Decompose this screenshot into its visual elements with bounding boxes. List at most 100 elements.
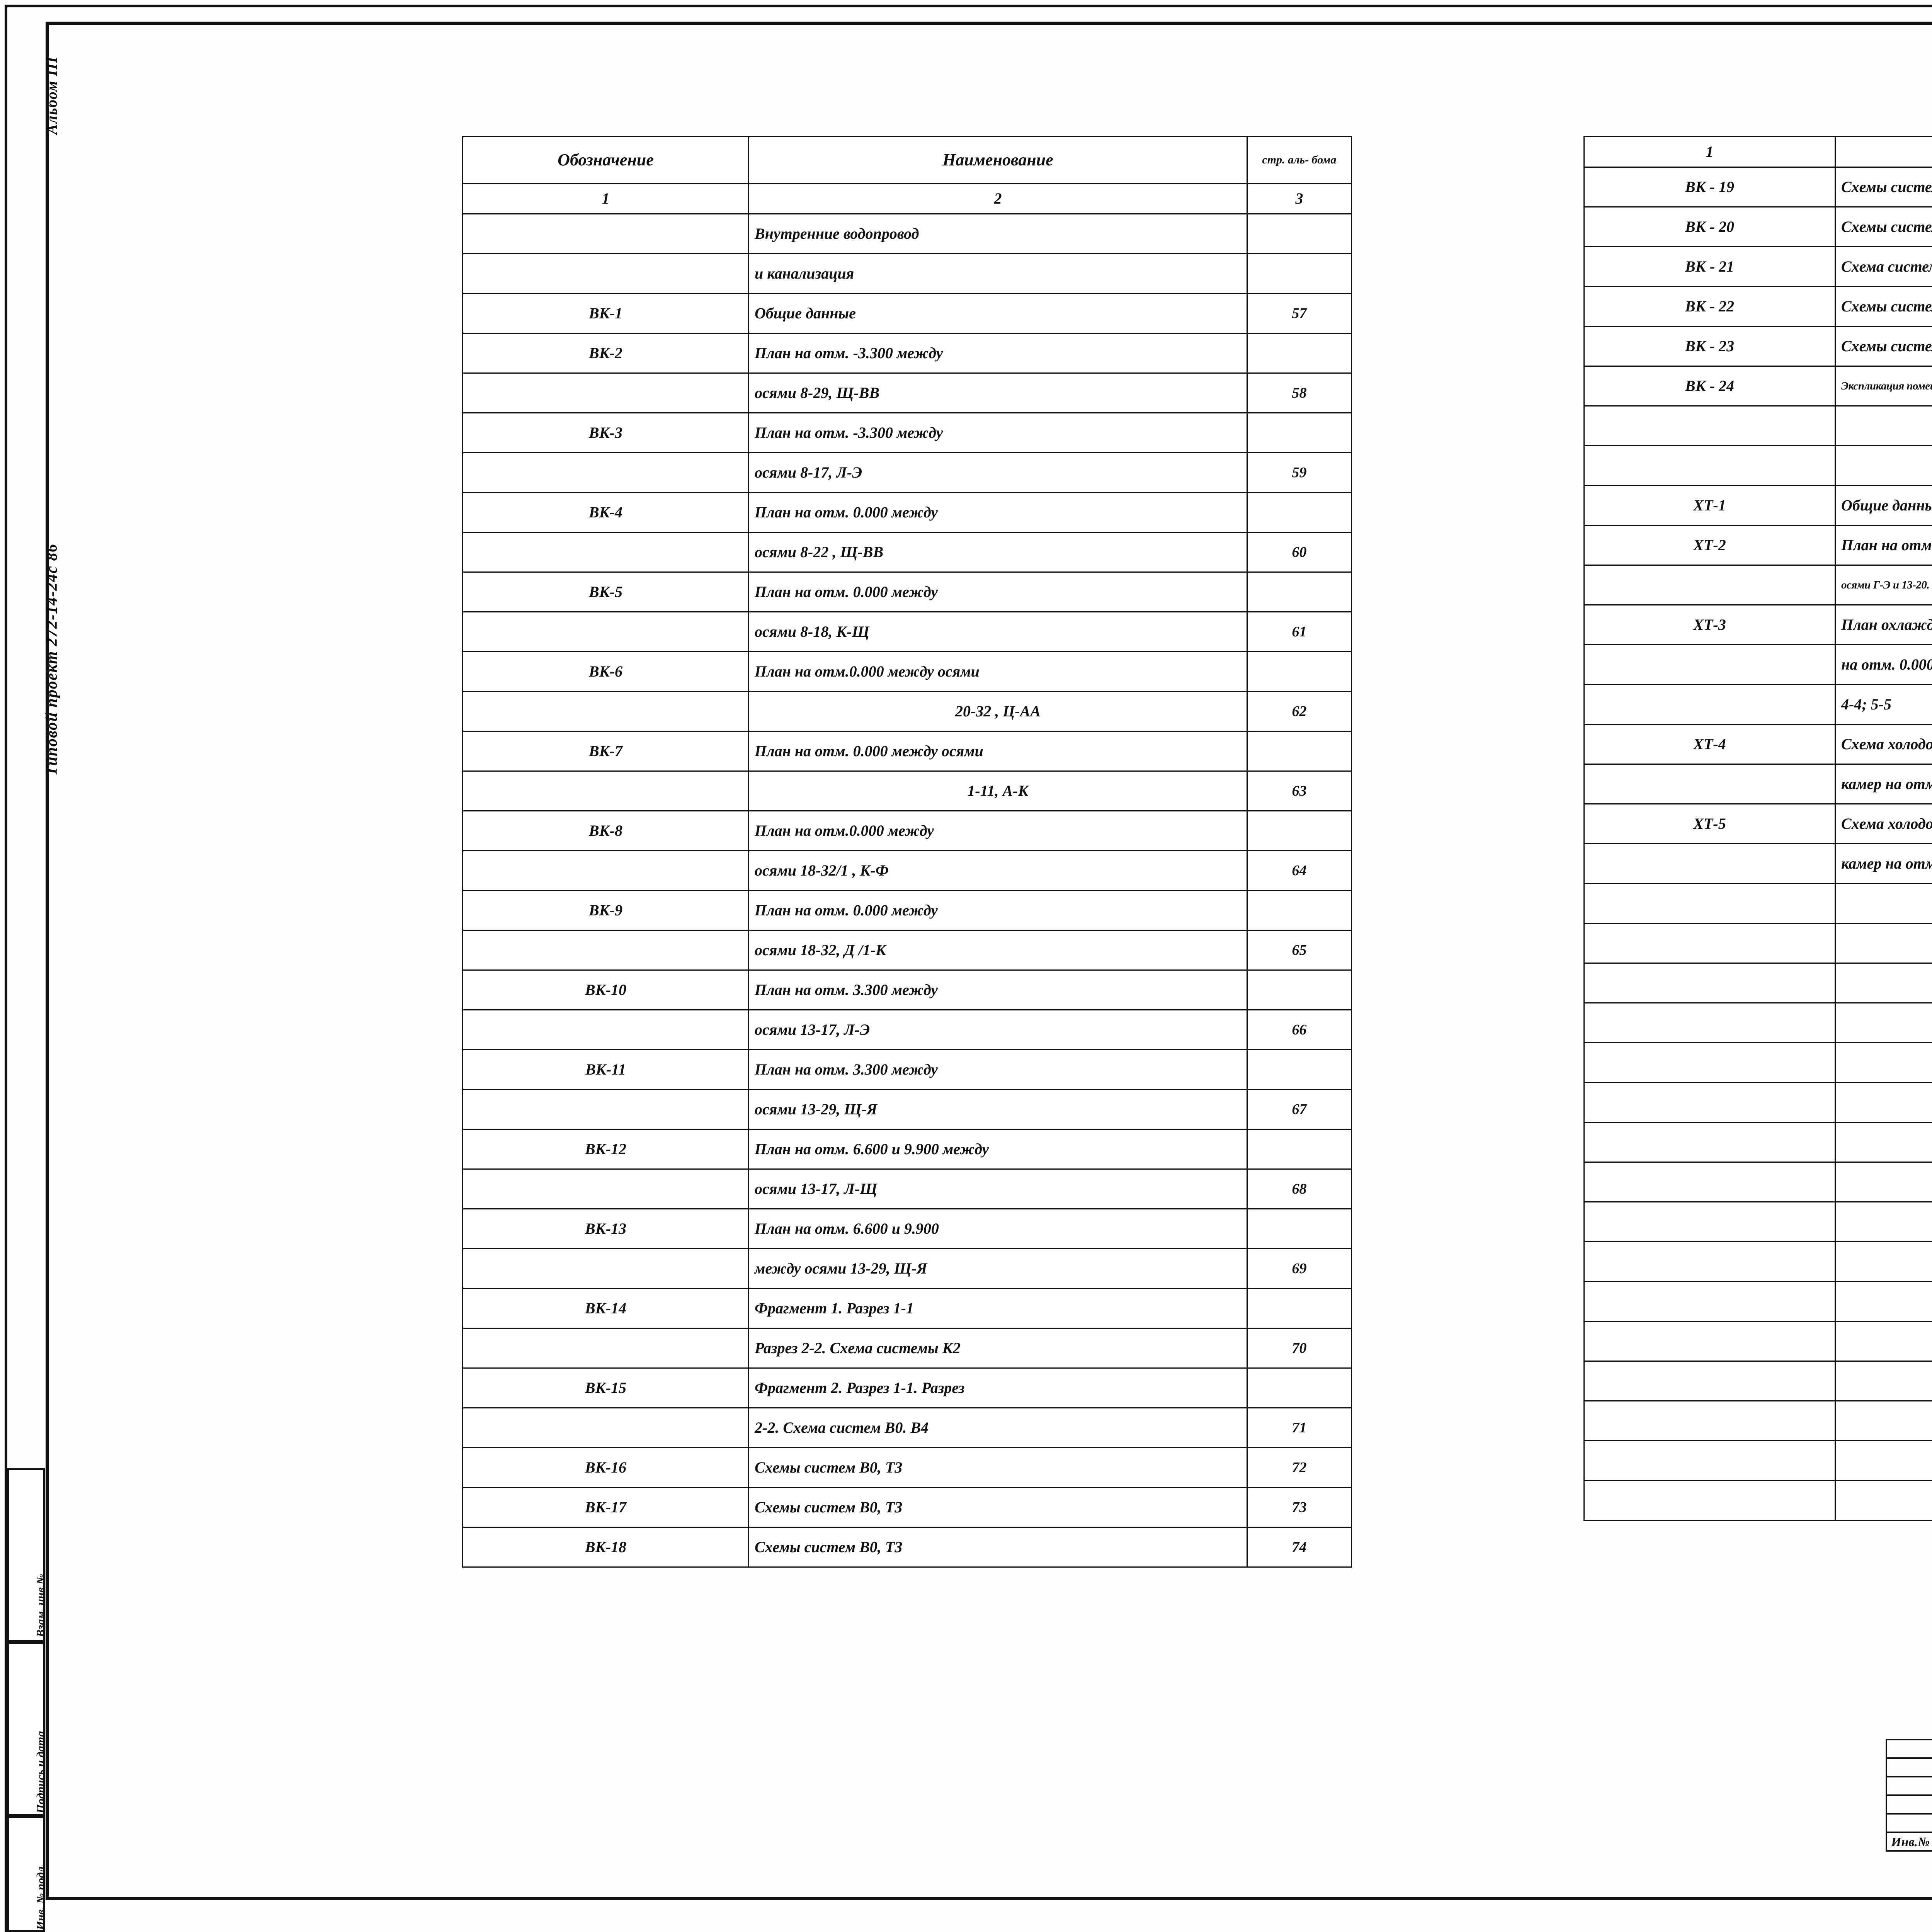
cell-name: камер на отм. -3.300 [1835, 764, 1932, 804]
cell-designation: ХТ-2 [1583, 525, 1836, 566]
cell-page: 62 [1247, 691, 1352, 732]
cell-designation [1583, 1440, 1836, 1481]
table-row: и канализация [462, 253, 1352, 294]
cell-name: осями 13-29, Щ-Я [748, 1089, 1248, 1130]
cell-designation [462, 372, 749, 413]
table-row [1583, 1440, 1932, 1481]
colnum-2: 2 [748, 183, 1248, 214]
cell-name: Разрез 2-2. Схема системы К2 [748, 1328, 1248, 1369]
cell-designation: ВК-2 [462, 333, 749, 374]
cell-name: План на отм.0.000 между [748, 810, 1248, 851]
table-row [1583, 1162, 1932, 1202]
cell-name: осями 18-32, Д /1-К [748, 930, 1248, 971]
table-row: Холодоснабжение [1583, 445, 1932, 486]
cell-name [1835, 1241, 1932, 1282]
cell-name: Экспликация помещений на отм.0.000; -3.3… [1835, 366, 1932, 406]
cell-page [1247, 412, 1352, 453]
table-row: осями 13-17, Л-Э 66 [462, 1009, 1352, 1050]
cell-designation: ВК-10 [462, 969, 749, 1010]
cell-name: Схема системы К1 [1835, 246, 1932, 287]
margin-field-signature-date: Подпись и дата [7, 1642, 47, 1816]
cell-designation [462, 1328, 749, 1369]
cell-name: Общие данные [748, 293, 1248, 334]
cell-page [1247, 1129, 1352, 1170]
cell-designation [1583, 764, 1836, 804]
cell-name [1835, 1281, 1932, 1322]
cell-name: Схемы систем В0, Т3 [748, 1527, 1248, 1568]
cell-name: осями 8-29, Щ-ВВ [748, 372, 1248, 413]
cell-page: 68 [1247, 1168, 1352, 1209]
table-row: 2-2. Схема систем В0. В4 71 [462, 1407, 1352, 1448]
cell-name [1835, 1082, 1932, 1123]
table-row: камер на отм. 0.00085 [1583, 843, 1932, 884]
table-row: 20-32 , Ц-АА 62 [462, 691, 1352, 732]
table-row [1583, 1122, 1932, 1163]
cell-page [1247, 890, 1352, 931]
table-row: осями 8-29, Щ-ВВ 58 [462, 372, 1352, 413]
cell-designation: ВК-11 [462, 1049, 749, 1090]
table-row: осями 13-17, Л-Щ 68 [462, 1168, 1352, 1209]
table-row [1583, 1361, 1932, 1401]
cell-name [1835, 1042, 1932, 1083]
table-row [1583, 1480, 1932, 1521]
inv-no-label: Инв.№ [1886, 1832, 1932, 1852]
stamp-row: Привязан [1886, 1739, 1932, 1759]
cell-name [1835, 1201, 1932, 1242]
cell-name: Схема холодоснабжения [1835, 724, 1932, 765]
cell-page: 63 [1247, 770, 1352, 811]
cell-name: осями 8-22 , Щ-ВВ [748, 532, 1248, 573]
cell-name: План на отм. -3.300 между [748, 333, 1248, 374]
table-row: ВК-3 План на отм. -3.300 между [462, 412, 1352, 453]
cell-page: 72 [1247, 1447, 1352, 1488]
cell-designation [1583, 1042, 1836, 1083]
sheet-inner-border [46, 22, 1932, 1900]
cell-designation [462, 452, 749, 493]
cell-name: План на отм. -3.300 между [748, 412, 1248, 453]
table-row: ВК-4 План на отм. 0.000 между [462, 492, 1352, 533]
cell-designation: ВК-4 [462, 492, 749, 533]
cell-page [1247, 651, 1352, 692]
cell-designation [462, 1168, 749, 1209]
cell-page: 65 [1247, 930, 1352, 971]
cell-name [1835, 1361, 1932, 1401]
cell-name [1835, 1480, 1932, 1521]
cell-name [1835, 1002, 1932, 1043]
colnum-3: 3 [1247, 183, 1352, 214]
cell-designation: ВК-15 [462, 1367, 749, 1408]
cell-page: 61 [1247, 611, 1352, 652]
cell-designation [462, 770, 749, 811]
cell-designation [1583, 565, 1836, 605]
cell-page: 64 [1247, 850, 1352, 891]
table-row: ВК-18 Схемы систем В0, Т3 74 [462, 1527, 1352, 1568]
stamp-row: Инв.№ [1886, 1832, 1932, 1852]
table-row [1583, 1042, 1932, 1083]
cell-designation: ВК-16 [462, 1447, 749, 1488]
cell-name: План на отм. 0.000 между [748, 571, 1248, 612]
cell-name: Схемы систем К1, К3 [1835, 167, 1932, 207]
table-row: ВК-1 Общие данные 57 [462, 293, 1352, 334]
table-row: осями 8-22 , Щ-ВВ 60 [462, 532, 1352, 573]
cell-designation [1583, 963, 1836, 1003]
table-row: ВК-9 План на отм. 0.000 между [462, 890, 1352, 931]
table-row: ВК-6 План на отм.0.000 между осями [462, 651, 1352, 692]
cell-designation [1583, 1162, 1836, 1202]
cell-page [1247, 1367, 1352, 1408]
cell-page [1247, 492, 1352, 533]
cell-name: Схемы систем В0, Т3 [748, 1447, 1248, 1488]
cell-designation [462, 1248, 749, 1289]
cell-page: 71 [1247, 1407, 1352, 1448]
colnum-1: 1 [1583, 136, 1836, 168]
cell-designation [1583, 1480, 1836, 1521]
table-row [1583, 1241, 1932, 1282]
cell-page [1247, 333, 1352, 374]
table-row: ВК-2 План на отм. -3.300 между [462, 333, 1352, 374]
cell-designation [462, 213, 749, 254]
